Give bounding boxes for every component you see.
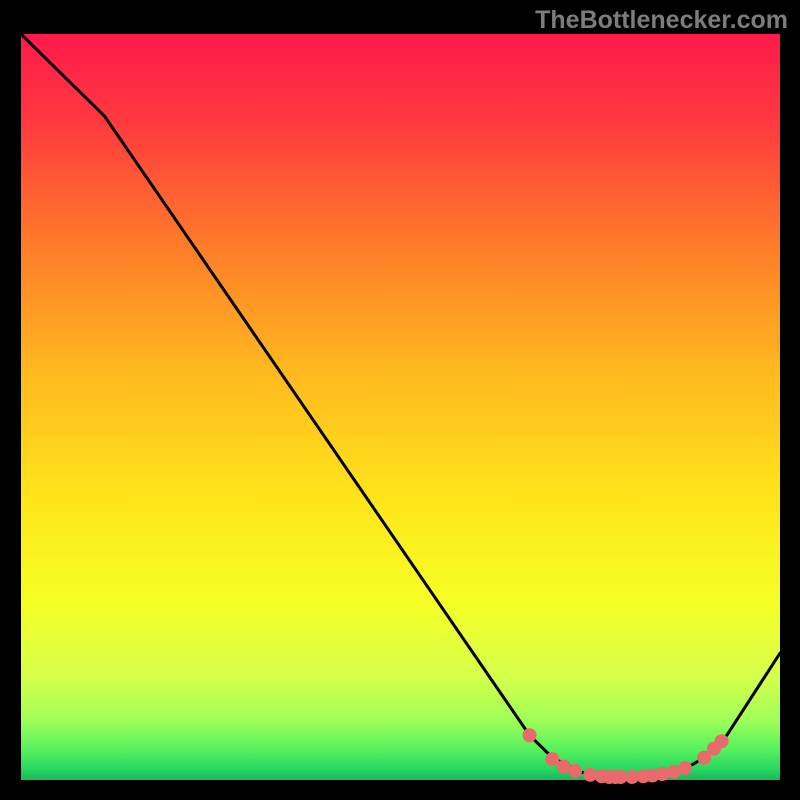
- chart-stage: TheBottlenecker.com: [0, 0, 800, 800]
- watermark-text: TheBottlenecker.com: [535, 6, 788, 35]
- data-marker: [715, 734, 729, 748]
- curve-line: [21, 34, 780, 777]
- data-marker: [568, 764, 582, 778]
- chart-svg: [0, 0, 800, 800]
- data-marker: [523, 728, 537, 742]
- data-marker: [678, 761, 692, 775]
